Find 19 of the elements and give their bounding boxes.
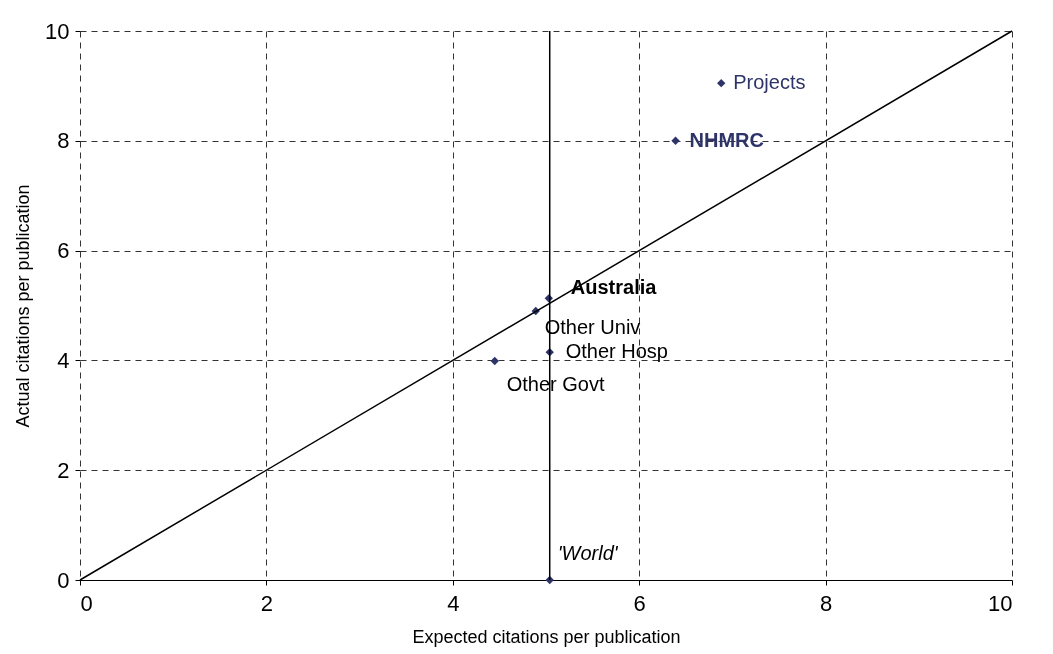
x-tick-label: 4 [447, 590, 460, 616]
annotation: Australia [570, 276, 658, 299]
annotation: Other Hosp [565, 340, 668, 363]
y-tick-label: 0 [57, 567, 70, 593]
x-axis-title: Expected citations per publication [412, 626, 681, 647]
x-tick-label: 10 [988, 590, 1013, 616]
annotation: 'World' [557, 542, 619, 564]
annotation: Projects [733, 71, 806, 94]
y-tick-label: 10 [45, 18, 70, 44]
x-tick-label: 6 [633, 590, 646, 616]
y-tick-label: 2 [57, 457, 70, 483]
y-tick-label: 4 [57, 347, 70, 373]
x-tick-label: 0 [80, 590, 93, 616]
y-tick-label: 8 [57, 128, 70, 154]
x-tick-label: 2 [260, 590, 274, 616]
y-axis-title: Actual citations per publication [13, 184, 34, 428]
y-tick-label: 6 [57, 238, 70, 264]
x-tick-label: 8 [819, 590, 833, 616]
annotation: NHMRC [689, 128, 764, 151]
